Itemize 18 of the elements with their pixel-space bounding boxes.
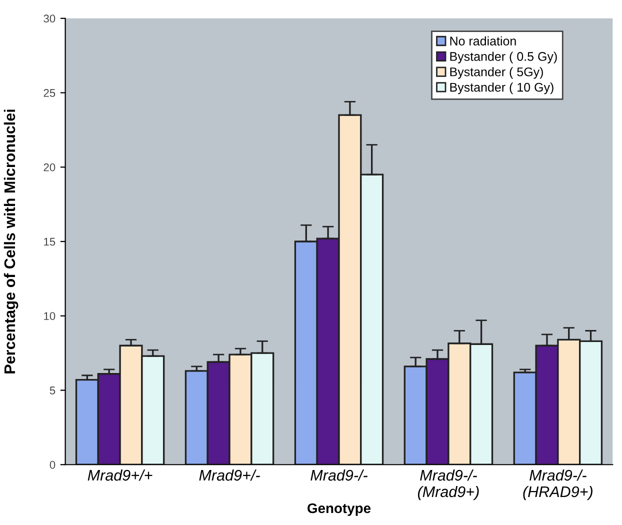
y-tick-label: 10 xyxy=(44,312,56,320)
legend-label: Bystander ( 5Gy) xyxy=(450,67,543,79)
y-tick-label: 30 xyxy=(44,14,56,23)
x-tick-label: Mrad9-/- (Mrad9+) xyxy=(418,469,479,500)
x-tick-label: Mrad9+/+ xyxy=(88,469,152,481)
x-tick-label: Mrad9+/- xyxy=(199,469,260,481)
x-tick-label: Mrad9-/- xyxy=(310,469,368,481)
y-tick-label: 25 xyxy=(44,89,56,97)
x-axis-title: Genotype xyxy=(308,503,371,516)
legend-label: No radiation xyxy=(450,36,516,46)
y-tick-label: 5 xyxy=(50,386,56,394)
x-tick-label: Mrad9-/- (HRAD9+) xyxy=(523,469,592,500)
y-tick-label: 20 xyxy=(44,163,56,172)
y-tick-label: 0 xyxy=(50,460,56,469)
y-axis-title: Percentage of Cells with Micronuclei xyxy=(4,110,18,374)
y-tick-label: 15 xyxy=(44,238,56,246)
legend-label: Bystander ( 0.5 Gy) xyxy=(450,52,557,64)
legend-label: Bystander ( 10 Gy) xyxy=(450,82,554,94)
